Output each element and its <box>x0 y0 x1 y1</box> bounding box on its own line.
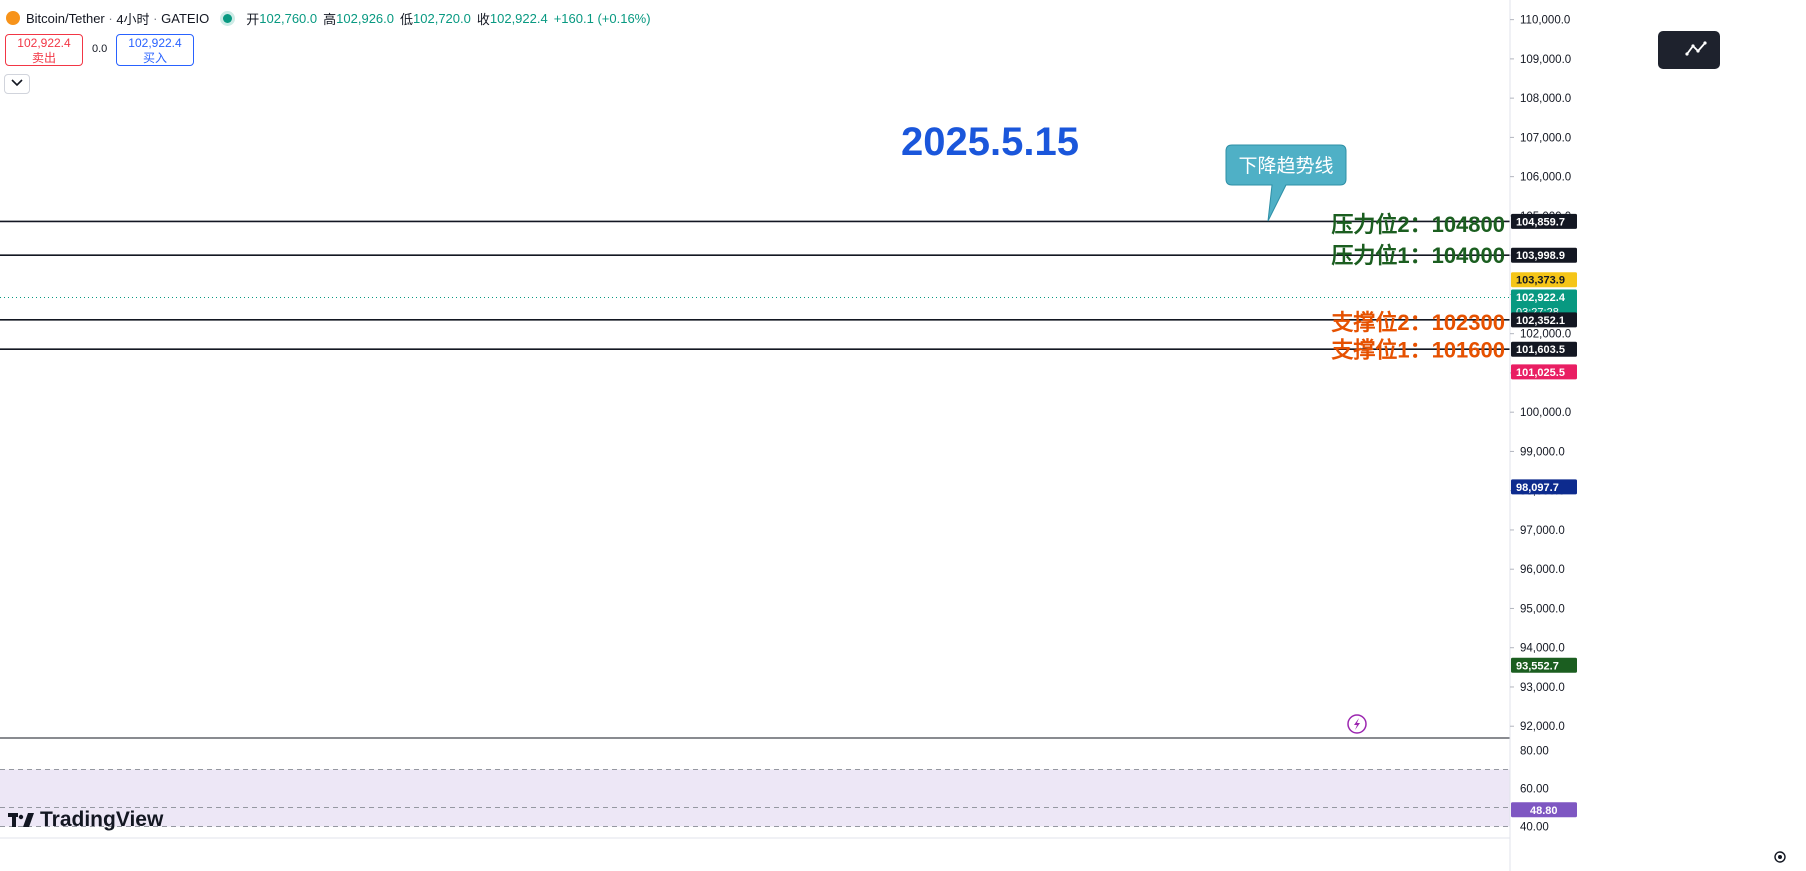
callout-text: 下降趋势线 <box>1238 155 1333 177</box>
price-tag-label: 103,373.9 <box>1516 275 1565 287</box>
bitcoin-icon <box>6 11 20 25</box>
support-label: 支撑位2：102300 <box>1331 310 1505 335</box>
interval-label[interactable]: 4小时 <box>116 11 150 27</box>
price-tick-label: 97,000.0 <box>1520 525 1565 537</box>
trend-widget-button[interactable] <box>1658 31 1720 69</box>
price-tag <box>1511 289 1577 320</box>
chevron-down-icon <box>11 79 23 87</box>
rsi-tick-label: 60.00 <box>1520 784 1549 796</box>
close-label: 收 <box>476 11 490 27</box>
high-value: 102,926.0 <box>336 10 394 26</box>
rsi-value-tag <box>1511 802 1577 818</box>
price-tag <box>1511 657 1577 673</box>
price-tick-label: 109,000.0 <box>1520 54 1571 66</box>
price-tick-label: 106,000.0 <box>1520 172 1571 184</box>
tradingview-logo[interactable]: TradingView <box>8 808 163 832</box>
brand-name: TradingView <box>40 808 164 831</box>
rsi-tick-label: 40.00 <box>1520 822 1549 834</box>
price-tag <box>1511 272 1577 288</box>
change-value: +160.1 (+0.16%) <box>553 10 651 26</box>
collapse-legend-button[interactable] <box>4 74 30 94</box>
price-tag <box>1511 479 1577 495</box>
price-tag-label: 104,859.7 <box>1516 216 1565 228</box>
price-tick-label: 108,000.0 <box>1520 93 1571 105</box>
price-tag-label: 102,352.1 <box>1516 315 1565 327</box>
price-tag <box>1511 341 1577 357</box>
gear-icon[interactable] <box>1774 851 1786 863</box>
buy-price: 102,922.4 <box>128 36 182 50</box>
gear-icon-center <box>1778 855 1782 859</box>
tradingview-logo-icon <box>8 813 34 827</box>
price-tick-label: 96,000.0 <box>1520 564 1565 576</box>
price-tag-label: 103,998.9 <box>1516 250 1565 262</box>
resistance-label: 压力位1：104000 <box>1331 243 1505 268</box>
callout-bubble <box>1225 144 1347 222</box>
price-tag <box>1511 213 1577 229</box>
resistance-label: 压力位2：104800 <box>1331 212 1505 237</box>
price-tag <box>1511 312 1577 328</box>
rsi-value-label: 48.80 <box>1530 805 1558 817</box>
buy-label: 买入 <box>142 51 167 65</box>
buy-button[interactable]: 102,922.4 买入 <box>116 34 194 66</box>
trend-icon <box>1685 41 1707 56</box>
price-tag-label: 93,552.7 <box>1516 660 1559 672</box>
low-label: 低 <box>400 11 414 27</box>
price-tag-label: 101,025.5 <box>1516 367 1565 379</box>
price-tag-label: 101,603.5 <box>1516 344 1565 356</box>
rsi-tick-label: 80.00 <box>1520 746 1549 758</box>
price-tick-label: 94,000.0 <box>1520 643 1565 655</box>
price-tick-label: 102,000.0 <box>1520 329 1571 341</box>
price-tick-label: 107,000.0 <box>1520 132 1571 144</box>
sell-button[interactable]: 102,922.4 卖出 <box>5 34 83 66</box>
open-label: 开 <box>246 11 260 27</box>
date-annotation: 2025.5.15 <box>901 120 1079 164</box>
spread-value: 0.0 <box>92 43 108 55</box>
price-tag <box>1511 364 1577 380</box>
symbol-name[interactable]: Bitcoin/Tether <box>26 10 105 26</box>
support-label: 支撑位1：101600 <box>1331 337 1505 362</box>
open-value: 102,760.0 <box>259 10 318 26</box>
market-open-dot-icon <box>223 13 233 23</box>
sell-label: 卖出 <box>31 51 56 65</box>
price-tick-label: 95,000.0 <box>1520 603 1565 615</box>
price-tick-label: 110,000.0 <box>1520 15 1570 27</box>
exchange-label: GATEIO <box>161 10 210 26</box>
price-tick-label: 99,000.0 <box>1520 446 1565 458</box>
price-tag-label: 98,097.7 <box>1516 482 1559 494</box>
price-tick-label: 93,000.0 <box>1520 682 1565 694</box>
rsi-band <box>0 769 1510 827</box>
price-tag-label: 102,922.4 <box>1516 292 1566 304</box>
lightning-icon-glyph <box>1354 718 1360 730</box>
low-value: 102,720.0 <box>413 10 471 26</box>
high-label: 高 <box>323 11 337 27</box>
symbol-legend: Bitcoin/Tether · 4小时 · GATEIO 开 102,760.0… <box>0 0 657 36</box>
price-tag <box>1511 247 1577 263</box>
sell-price: 102,922.4 <box>17 36 71 50</box>
price-tick-label: 100,000.0 <box>1520 407 1571 419</box>
close-value: 102,922.4 <box>489 10 548 26</box>
price-tick-label: 92,000.0 <box>1520 721 1565 733</box>
